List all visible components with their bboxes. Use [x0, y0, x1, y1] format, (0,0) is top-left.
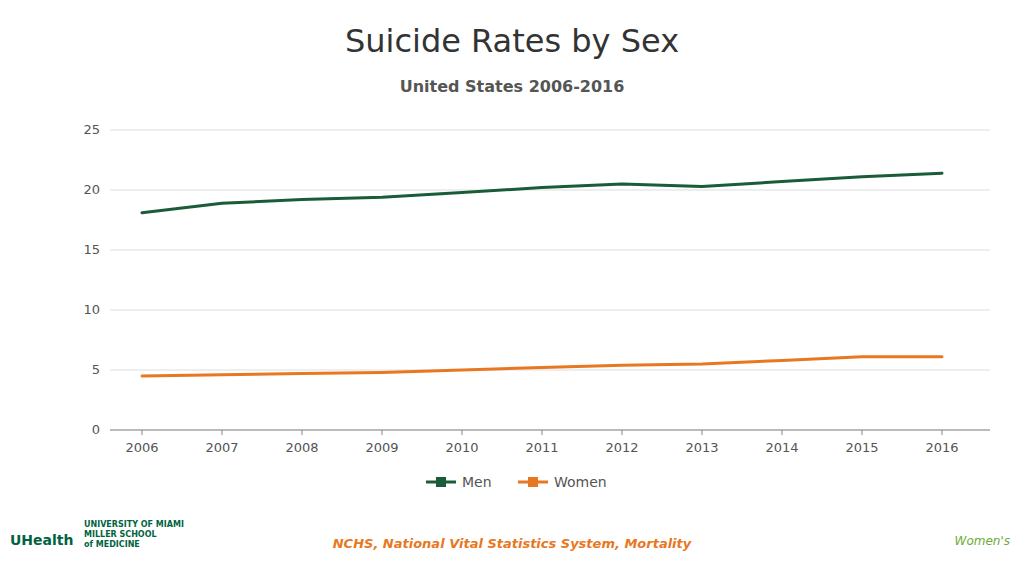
x-tick-label: 2010 [445, 440, 478, 455]
series-group [142, 173, 942, 376]
x-tick [622, 430, 623, 435]
chart: Suicide Rates by Sex United States 2006-2… [0, 0, 1024, 576]
x-tick [142, 430, 143, 435]
grid-line [110, 430, 990, 431]
x-tick [542, 430, 543, 435]
annotation-line: UNIVERSITY OF MIAMI [84, 520, 184, 529]
legend-label: Men [462, 474, 492, 490]
x-tick-label: 2011 [525, 440, 558, 455]
x-tick-label: 2009 [365, 440, 398, 455]
grid-line [110, 130, 990, 131]
x-tick-label: 2014 [765, 440, 798, 455]
x-tick-label: 2007 [205, 440, 238, 455]
x-tick [862, 430, 863, 435]
y-tick-label: 10 [83, 302, 100, 317]
legend-marker [528, 477, 538, 487]
series-line [142, 173, 942, 213]
grid-line [110, 190, 990, 191]
x-tick-label: 2006 [125, 440, 158, 455]
y-tick-label: 0 [92, 422, 100, 437]
legend-marker [436, 477, 446, 487]
annotation: UNIVERSITY OF MIAMIMILLER SCHOOLof MEDIC… [84, 520, 184, 549]
annotation-line: of MEDICINE [84, 540, 140, 549]
x-tick-label: 2013 [685, 440, 718, 455]
legend: Men Women [426, 474, 607, 490]
annotation-line: MILLER SCHOOL [84, 530, 157, 539]
x-tick-label: 2015 [845, 440, 878, 455]
x-tick [782, 430, 783, 435]
title: Suicide Rates by Sex [345, 22, 679, 60]
source: NCHS, National Vital Statistics System, … [333, 536, 692, 551]
y-tick-label: 15 [83, 242, 100, 257]
series-line [142, 357, 942, 376]
y-tick-label: 5 [92, 362, 100, 377]
legend-label: Women [554, 474, 607, 490]
subtitle: United States 2006-2016 [400, 77, 625, 96]
y-tick-label: 25 [83, 122, 100, 137]
x-tick [702, 430, 703, 435]
x-tick-label: 2008 [285, 440, 318, 455]
grid-line [110, 310, 990, 311]
x-tick [382, 430, 383, 435]
y-tick-label: 20 [83, 182, 100, 197]
x-tick [462, 430, 463, 435]
x-tick-label: 2016 [925, 440, 958, 455]
x-axis-line [110, 430, 990, 431]
x-tick-label: 2012 [605, 440, 638, 455]
grid-line [110, 370, 990, 371]
x-tick [942, 430, 943, 435]
annotation: UHealth [10, 532, 74, 548]
annotation: Women's [955, 534, 1010, 548]
grid [110, 130, 990, 430]
grid-line [110, 250, 990, 251]
x-tick [222, 430, 223, 435]
x-tick [302, 430, 303, 435]
